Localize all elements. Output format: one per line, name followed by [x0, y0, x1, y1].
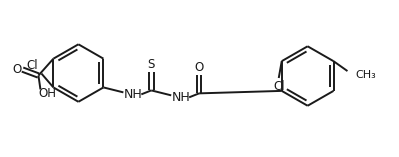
Text: O: O	[194, 61, 204, 74]
Text: NH: NH	[172, 91, 191, 104]
Text: Cl: Cl	[273, 80, 284, 93]
Text: S: S	[148, 58, 155, 71]
Text: O: O	[12, 63, 21, 76]
Text: CH₃: CH₃	[356, 70, 376, 80]
Text: Cl: Cl	[27, 59, 38, 72]
Text: OH: OH	[38, 87, 56, 100]
Text: NH: NH	[124, 88, 143, 101]
